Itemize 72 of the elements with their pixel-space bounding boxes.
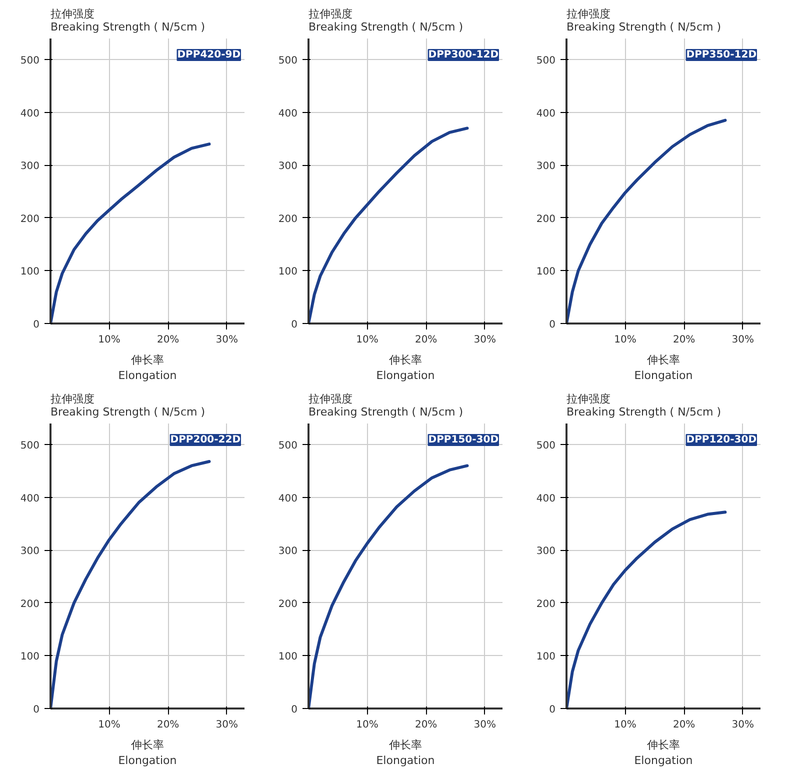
x-axis-title: 伸长率 Elongation	[376, 738, 435, 768]
x-tick-label: 20%	[156, 720, 180, 730]
x-tick-label: 10%	[614, 334, 636, 346]
y-tick-label: 300	[20, 546, 40, 558]
y-tick-label: 400	[20, 493, 40, 504]
x-axis-title: 伸长率 Elongation	[376, 354, 435, 382]
y-tick-label: 100	[278, 266, 298, 278]
y-tick-label: 0	[549, 704, 556, 716]
y-tick-label: 500	[536, 56, 556, 67]
text: DPP350-12D	[686, 50, 757, 60]
x-tick-label: 10%	[356, 334, 378, 346]
text: DPP150-30D	[428, 434, 499, 446]
y-tick-label: 0	[291, 320, 298, 330]
x-tick-label: 10%	[98, 334, 120, 346]
x-tick-label: 30%	[732, 720, 754, 730]
y-tick-label: 200	[536, 598, 556, 610]
x-tick-label: 10%	[98, 720, 120, 730]
y-tick-label: 400	[20, 108, 40, 120]
y-tick-label: 100	[20, 266, 40, 278]
y-axis-title: 拉伸强度 Breaking Strength ( N/5cm )	[50, 8, 206, 34]
y-tick-label: 500	[20, 56, 40, 67]
text: DPP420-9D	[177, 50, 241, 60]
y-tick-label: 0	[33, 320, 40, 330]
y-tick-label: 500	[536, 440, 556, 452]
x-axis-title: 伸长率 Elongation	[118, 738, 177, 768]
x-axis-title: 伸长率 Elongation	[118, 354, 177, 382]
x-tick-label: 20%	[414, 720, 438, 730]
y-axis-title: 拉伸强度 Breaking Strength ( N/5cm )	[566, 392, 722, 418]
x-tick-label: 10%	[614, 720, 636, 730]
x-axis-title: 伸长率 Elongation	[634, 354, 693, 382]
x-tick-label: 30%	[474, 334, 496, 346]
y-tick-label: 300	[20, 161, 40, 172]
y-tick-label: 300	[536, 161, 556, 172]
text: DPP200-22D	[170, 434, 241, 446]
text: DPP120-30D	[686, 434, 757, 446]
x-tick-label: 20%	[672, 720, 696, 730]
text: DPP300-12D	[428, 50, 499, 60]
y-tick-label: 0	[33, 704, 40, 716]
y-tick-label: 100	[536, 266, 556, 278]
y-tick-label: 300	[278, 546, 298, 558]
y-tick-label: 200	[20, 598, 40, 610]
x-tick-label: 20%	[156, 334, 180, 346]
x-tick-label: 20%	[414, 334, 438, 346]
x-tick-label: 30%	[732, 334, 754, 346]
y-axis-title: 拉伸强度 Breaking Strength ( N/5cm )	[50, 392, 206, 418]
x-tick-label: 30%	[474, 720, 496, 730]
x-tick-label: 10%	[356, 720, 378, 730]
y-tick-label: 400	[536, 493, 556, 504]
y-tick-label: 200	[536, 214, 556, 225]
y-tick-label: 0	[291, 704, 298, 716]
y-tick-label: 300	[278, 161, 298, 172]
y-tick-label: 400	[278, 493, 298, 504]
x-tick-label: 30%	[216, 334, 238, 346]
y-tick-label: 0	[549, 320, 556, 330]
x-tick-label: 30%	[216, 720, 238, 730]
y-tick-label: 500	[278, 440, 298, 452]
y-tick-label: 200	[278, 598, 298, 610]
y-tick-label: 400	[278, 108, 298, 120]
y-axis-title: 拉伸强度 Breaking Strength ( N/5cm )	[308, 392, 464, 418]
y-tick-label: 200	[278, 214, 298, 225]
y-tick-label: 400	[536, 108, 556, 120]
x-tick-label: 20%	[672, 334, 696, 346]
y-tick-label: 100	[278, 652, 298, 663]
x-axis-title: 伸长率 Elongation	[634, 738, 693, 768]
y-tick-label: 100	[20, 652, 40, 663]
y-tick-label: 500	[20, 440, 40, 452]
y-tick-label: 300	[536, 546, 556, 558]
y-tick-label: 200	[20, 214, 40, 225]
y-axis-title: 拉伸强度 Breaking Strength ( N/5cm )	[566, 8, 722, 34]
y-tick-label: 500	[278, 56, 298, 67]
y-tick-label: 100	[536, 652, 556, 663]
y-axis-title: 拉伸强度 Breaking Strength ( N/5cm )	[308, 8, 464, 34]
